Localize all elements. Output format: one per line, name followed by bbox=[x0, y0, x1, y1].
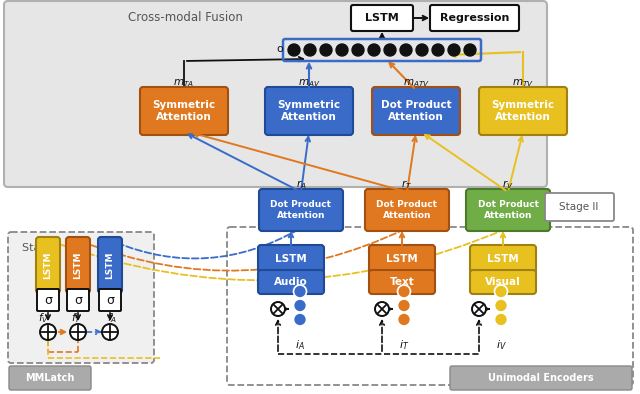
FancyBboxPatch shape bbox=[258, 270, 324, 294]
FancyArrowPatch shape bbox=[115, 229, 299, 258]
FancyBboxPatch shape bbox=[66, 237, 90, 293]
FancyBboxPatch shape bbox=[479, 87, 567, 135]
Circle shape bbox=[400, 44, 412, 56]
FancyBboxPatch shape bbox=[545, 193, 614, 221]
Text: $m_{TA}$: $m_{TA}$ bbox=[173, 77, 195, 89]
FancyBboxPatch shape bbox=[99, 289, 121, 311]
FancyBboxPatch shape bbox=[258, 245, 324, 273]
Circle shape bbox=[40, 324, 56, 340]
Text: $i_V$: $i_V$ bbox=[495, 338, 506, 352]
Circle shape bbox=[368, 44, 380, 56]
Text: LSTM: LSTM bbox=[106, 251, 115, 279]
FancyBboxPatch shape bbox=[8, 232, 154, 363]
FancyBboxPatch shape bbox=[450, 366, 632, 390]
Text: Visual: Visual bbox=[485, 277, 521, 287]
Text: Dot Product
Attention: Dot Product Attention bbox=[381, 100, 451, 122]
Text: LSTM: LSTM bbox=[386, 254, 418, 264]
Text: Dot Product
Attention: Dot Product Attention bbox=[477, 200, 538, 220]
Text: Dot Product
Attention: Dot Product Attention bbox=[376, 200, 438, 220]
Text: Text: Text bbox=[390, 277, 414, 287]
Text: σ: σ bbox=[74, 294, 82, 307]
Circle shape bbox=[397, 285, 410, 298]
Text: σ: σ bbox=[44, 294, 52, 307]
Text: Unimodal Encoders: Unimodal Encoders bbox=[488, 373, 594, 383]
Text: $r_A$: $r_A$ bbox=[296, 178, 307, 191]
Text: $m_{AV}$: $m_{AV}$ bbox=[298, 77, 320, 89]
Text: Symmetric
Attention: Symmetric Attention bbox=[152, 100, 216, 122]
FancyBboxPatch shape bbox=[67, 289, 89, 311]
FancyBboxPatch shape bbox=[369, 270, 435, 294]
Text: LSTM: LSTM bbox=[275, 254, 307, 264]
FancyBboxPatch shape bbox=[369, 245, 435, 273]
Text: Stage II: Stage II bbox=[559, 202, 598, 212]
Circle shape bbox=[495, 313, 508, 326]
Circle shape bbox=[495, 299, 508, 312]
Circle shape bbox=[70, 324, 86, 340]
FancyBboxPatch shape bbox=[470, 245, 536, 273]
FancyBboxPatch shape bbox=[140, 87, 228, 135]
Circle shape bbox=[294, 313, 307, 326]
Text: Audio: Audio bbox=[274, 277, 308, 287]
Circle shape bbox=[271, 302, 285, 316]
FancyBboxPatch shape bbox=[37, 289, 59, 311]
FancyBboxPatch shape bbox=[36, 237, 60, 293]
Text: $f_T$: $f_T$ bbox=[71, 311, 81, 325]
FancyBboxPatch shape bbox=[470, 270, 536, 294]
Text: $m_{TV}$: $m_{TV}$ bbox=[512, 77, 534, 89]
FancyBboxPatch shape bbox=[430, 5, 519, 31]
Text: Symmetric
Attention: Symmetric Attention bbox=[277, 100, 340, 122]
Circle shape bbox=[294, 299, 307, 312]
Text: $i_A$: $i_A$ bbox=[295, 338, 305, 352]
FancyBboxPatch shape bbox=[259, 189, 343, 231]
Text: $m_{ATV}$: $m_{ATV}$ bbox=[403, 77, 429, 89]
Text: LSTM: LSTM bbox=[487, 254, 519, 264]
Circle shape bbox=[102, 324, 118, 340]
FancyArrowPatch shape bbox=[83, 229, 404, 271]
FancyBboxPatch shape bbox=[265, 87, 353, 135]
Text: MMLatch: MMLatch bbox=[26, 373, 75, 383]
FancyBboxPatch shape bbox=[365, 189, 449, 231]
Circle shape bbox=[294, 285, 307, 298]
Text: Symmetric
Attention: Symmetric Attention bbox=[492, 100, 555, 122]
Circle shape bbox=[320, 44, 332, 56]
Text: Dot Product
Attention: Dot Product Attention bbox=[271, 200, 332, 220]
Text: Regression: Regression bbox=[440, 13, 509, 23]
Text: σ: σ bbox=[106, 294, 114, 307]
FancyBboxPatch shape bbox=[98, 237, 122, 293]
Circle shape bbox=[448, 44, 460, 56]
Circle shape bbox=[375, 302, 389, 316]
FancyBboxPatch shape bbox=[466, 189, 550, 231]
Circle shape bbox=[432, 44, 444, 56]
FancyBboxPatch shape bbox=[372, 87, 460, 135]
Circle shape bbox=[304, 44, 316, 56]
FancyBboxPatch shape bbox=[9, 366, 91, 390]
Text: LSTM: LSTM bbox=[365, 13, 399, 23]
Circle shape bbox=[416, 44, 428, 56]
Text: $f_A$: $f_A$ bbox=[107, 311, 117, 325]
Text: o: o bbox=[276, 44, 284, 54]
FancyArrowPatch shape bbox=[52, 229, 506, 281]
FancyBboxPatch shape bbox=[351, 5, 413, 31]
Circle shape bbox=[397, 299, 410, 312]
Circle shape bbox=[495, 285, 508, 298]
Circle shape bbox=[464, 44, 476, 56]
Circle shape bbox=[472, 302, 486, 316]
Text: $r_T$: $r_T$ bbox=[401, 178, 413, 191]
Text: LSTM: LSTM bbox=[44, 251, 52, 279]
Text: Cross-modal Fusion: Cross-modal Fusion bbox=[127, 11, 243, 24]
Circle shape bbox=[336, 44, 348, 56]
Circle shape bbox=[352, 44, 364, 56]
Text: LSTM: LSTM bbox=[74, 251, 83, 279]
FancyBboxPatch shape bbox=[4, 1, 547, 187]
Text: $f_V$: $f_V$ bbox=[38, 311, 49, 325]
Text: $i_T$: $i_T$ bbox=[399, 338, 409, 352]
Text: Stage I: Stage I bbox=[22, 243, 61, 253]
Circle shape bbox=[384, 44, 396, 56]
Circle shape bbox=[397, 313, 410, 326]
Text: $r_V$: $r_V$ bbox=[502, 178, 514, 191]
Circle shape bbox=[288, 44, 300, 56]
